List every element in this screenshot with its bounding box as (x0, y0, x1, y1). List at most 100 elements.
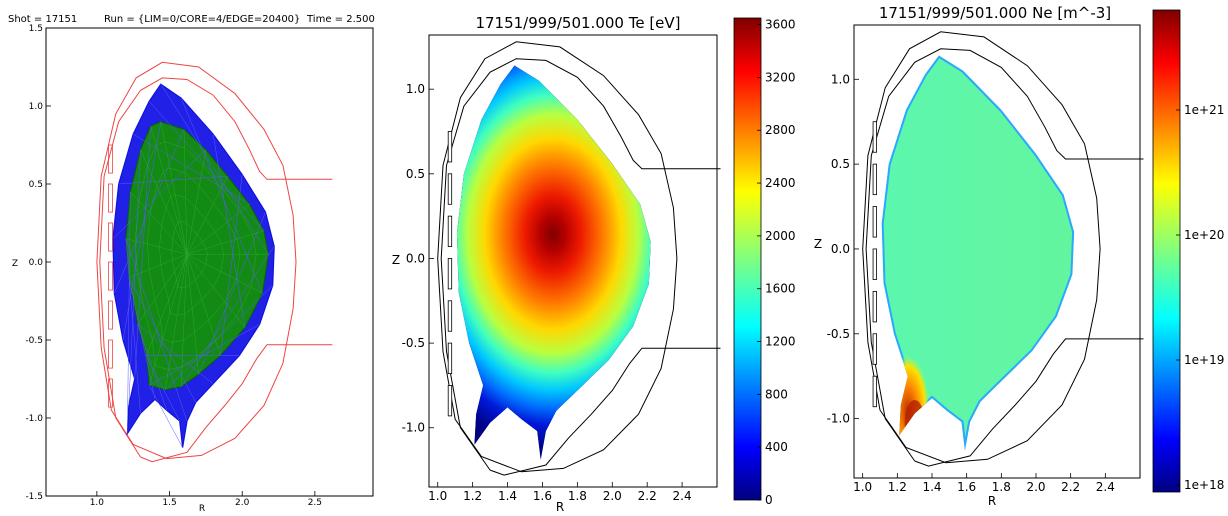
colorbar-tick-label: 2400 (765, 176, 796, 190)
x-tick-label: 2.2 (638, 489, 657, 503)
y-tick-label: -1.0 (402, 421, 425, 435)
te-plot-area (437, 41, 721, 476)
mesh-edge-line (128, 277, 156, 400)
mesh-radial-line (146, 254, 188, 356)
mesh-edge-line (149, 324, 260, 386)
x-tick-label: 1.0 (90, 498, 105, 508)
x-tick-label: 1.4 (498, 489, 517, 503)
limiter-tile (108, 144, 113, 174)
x-tick-label: 1.8 (568, 489, 587, 503)
ne-divertor-core (904, 400, 925, 445)
colorbar-tick-label: 0 (765, 493, 773, 507)
axes: 1.0 1.2 1.4 1.6 1.8 2.0 2.2 2.4 1.0 0.5 0.0 -0.5 -1.… (402, 82, 692, 503)
mesh-radial-line (186, 176, 228, 255)
mesh-radial-line (128, 253, 188, 278)
te-field (456, 65, 651, 460)
x-tick-label: 1.5 (162, 498, 176, 508)
te-chart: 17151/999/501.000 Te [eV] 1.0 1.2 1.4 1.6 1.… (392, 14, 796, 514)
limiter-tile (108, 378, 113, 408)
mesh-flux-surface (134, 141, 257, 370)
colorbar-ticks: 1e+18 1e+19 1e+20 1e+21 (1176, 103, 1224, 492)
te-contour-fill (456, 65, 651, 460)
mesh-edge-line (198, 211, 266, 375)
limiter-tile (447, 173, 453, 205)
inner-wall (99, 77, 333, 458)
ne-contour-fill (881, 55, 1075, 451)
mesh-edge-line (128, 277, 196, 403)
mesh-radial-line (186, 253, 263, 294)
x-tick-label: 1.2 (463, 489, 482, 503)
inner-wall-lower (140, 344, 333, 463)
mesh-edge-line (180, 98, 263, 294)
colorbar-ticks: 0 400 800 1200 1600 2000 2400 2800 3200 3600 (757, 18, 796, 507)
ne-colorbar (1152, 9, 1181, 493)
inner-wall (440, 58, 721, 471)
y-tick-label: -0.5 (827, 327, 850, 341)
mesh-edge-line (137, 324, 214, 384)
colorbar-tick-label: 3600 (765, 18, 796, 32)
colorbar-tick-label: 800 (765, 387, 788, 401)
y-tick-label: 1.0 (831, 72, 850, 86)
plot-frame (853, 24, 1141, 479)
mesh-edge-line (125, 238, 188, 422)
y-tick-label: -0.5 (402, 336, 425, 350)
y-axis-label: Z (814, 237, 822, 251)
axes: 1.0 1.2 1.4 1.6 1.8 2.0 2.2 2.4 1.0 0.5 0.0 -0.5 -1.… (827, 72, 1115, 494)
outer-vessel (437, 41, 678, 473)
colorbar-tick-label: 3200 (765, 70, 796, 84)
x-tick-label: 1.6 (533, 489, 552, 503)
limiter-tile (108, 183, 113, 213)
mesh-edge-line (112, 149, 207, 239)
colorbar-tick-label: 1e+21 (1184, 103, 1224, 117)
y-tick-label: -1.5 (25, 492, 43, 502)
y-tick-label: -1.0 (25, 414, 43, 424)
mesh-edge-line (148, 385, 183, 448)
limiter-tile (872, 163, 877, 196)
x-tick-label: 2.5 (308, 498, 322, 508)
mesh-radial-line (137, 254, 188, 325)
limiter-tile (872, 375, 877, 408)
te-title: 17151/999/501.000 Te [eV] (475, 14, 680, 32)
mesh-radial-line (130, 191, 188, 255)
x-tick-label: 1.0 (853, 480, 872, 494)
x-tick-label: 2.4 (1096, 480, 1115, 494)
plot-frame (428, 34, 718, 488)
mesh-edge-line (118, 175, 228, 185)
colorbar-tick-label: 1200 (765, 335, 796, 349)
limiter-tile (872, 248, 877, 280)
mesh-edge-line (134, 126, 151, 380)
mesh-edge-line (164, 285, 273, 391)
y-tick-label: 0.5 (831, 157, 850, 171)
y-tick-label: 0.5 (29, 180, 43, 190)
limiter-tile (447, 385, 453, 417)
mesh-edge-line (160, 84, 269, 255)
x-tick-label: 2.2 (1061, 480, 1080, 494)
y-tick-label: 1.0 (406, 82, 425, 96)
x-tick-label: 1.6 (957, 480, 976, 494)
limiter-tile (872, 333, 877, 365)
mesh-edge-line (127, 191, 131, 434)
limiter-tile (872, 121, 877, 153)
x-axis-label: R (199, 504, 205, 512)
ne-title: 17151/999/501.000 Ne [m^-3] (879, 4, 1111, 22)
x-tick-label: 2.0 (1026, 480, 1045, 494)
mesh-flux-surface (147, 167, 241, 343)
mesh-radial-line (186, 254, 221, 356)
mesh-edge-line (212, 134, 246, 328)
limiter-tile (108, 300, 113, 330)
mesh-flux-surface (171, 220, 208, 289)
y-tick-label: -1.0 (827, 412, 850, 426)
mesh-radial-line (186, 254, 199, 375)
limiter-tile (108, 261, 113, 291)
mesh-radial-line (180, 254, 188, 387)
mesh-edge-line (128, 149, 141, 406)
colorbar-tick-label: 2800 (765, 123, 796, 137)
inner-wall-lower (489, 347, 721, 476)
mesh-edge-line (180, 246, 275, 387)
shot-label: Shot = 17151 (8, 14, 77, 25)
colorbar-tick-label: 1e+18 (1184, 478, 1224, 492)
x-tick-label: 2.4 (673, 489, 692, 503)
colorbar-tick-label: 1600 (765, 282, 796, 296)
y-tick-label: 0.0 (831, 242, 850, 256)
te-panel: 17151/999/501.000 Te [eV] 1.0 1.2 1.4 1.6 1.… (382, 0, 812, 514)
